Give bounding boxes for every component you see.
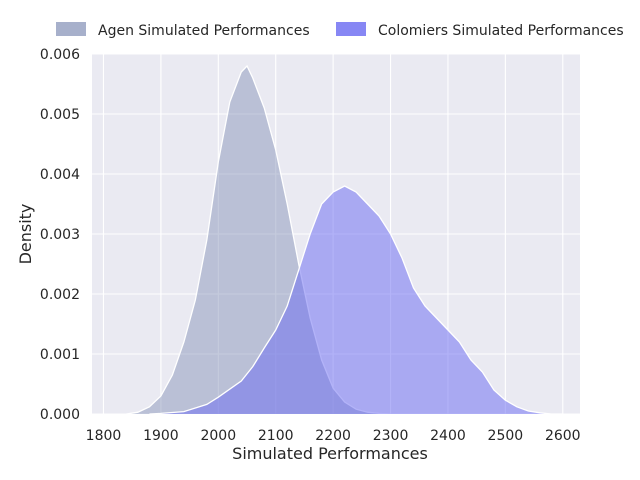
y-tick-label: 0.006 <box>40 47 80 63</box>
x-axis-label: Simulated Performances <box>232 444 428 463</box>
x-tick-label: 2400 <box>430 428 466 444</box>
x-tick-label: 2300 <box>373 428 409 444</box>
x-tick-label: 1900 <box>143 428 179 444</box>
x-tick-labels: 1800 1900 2000 2100 2200 2300 2400 2500 2600 <box>86 428 581 444</box>
y-tick-label: 0.005 <box>40 107 80 123</box>
colomiers-density-area <box>149 186 563 414</box>
x-tick-label: 2000 <box>200 428 236 444</box>
y-tick-label: 0.001 <box>40 347 80 363</box>
y-tick-label: 0.002 <box>40 287 80 303</box>
x-tick-label: 2200 <box>315 428 351 444</box>
y-tick-label: 0.000 <box>40 407 80 423</box>
legend: Agen Simulated Performances Colomiers Sim… <box>56 22 624 39</box>
legend-swatch <box>336 22 366 36</box>
y-axis-label: Density <box>16 204 35 265</box>
colomiers-density-outline <box>149 185 563 415</box>
x-tick-label: 1800 <box>86 428 122 444</box>
y-tick-label: 0.003 <box>40 227 80 243</box>
x-tick-label: 2100 <box>258 428 294 444</box>
legend-swatch <box>56 22 86 36</box>
legend-colomiers: Colomiers Simulated Performances <box>336 22 624 39</box>
legend-label: Colomiers Simulated Performances <box>378 23 624 39</box>
series-layer <box>126 64 563 415</box>
x-tick-label: 2500 <box>488 428 524 444</box>
x-tick-label: 2600 <box>545 428 581 444</box>
y-tick-label: 0.004 <box>40 167 80 183</box>
legend-label: Agen Simulated Performances <box>98 23 310 39</box>
y-tick-labels: 0.000 0.001 0.002 0.003 0.004 0.005 0.006 <box>40 47 80 423</box>
agen-density-area <box>126 66 391 414</box>
legend-agen: Agen Simulated Performances <box>56 22 310 39</box>
